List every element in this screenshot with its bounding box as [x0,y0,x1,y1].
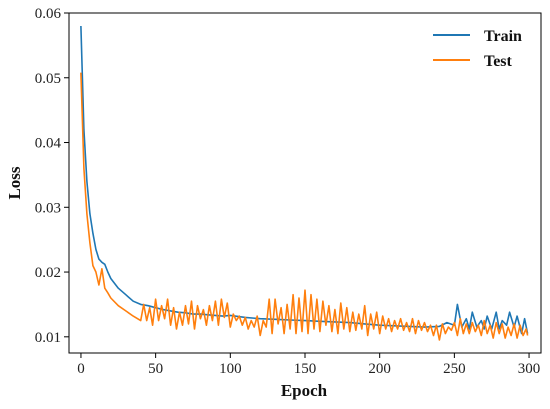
x-tick-label: 150 [294,361,317,377]
y-tick-label: 0.05 [35,71,61,87]
x-tick-label: 0 [77,361,85,377]
x-tick-label: 250 [443,361,466,377]
series-layer [80,25,529,341]
y-axis-ticks: 0.01 0.02 0.03 0.04 0.05 0.06 [35,6,69,346]
y-tick-label: 0.01 [35,330,61,346]
x-tick-label: 100 [219,361,242,377]
x-tick-label: 300 [518,361,541,377]
y-tick-label: 0.03 [35,200,61,216]
y-tick-label: 0.02 [35,265,61,281]
legend-label-test: Test [484,53,513,70]
x-tick-label: 50 [148,361,163,377]
y-axis-label: Loss [5,166,24,199]
y-tick-label: 0.06 [35,6,62,22]
plot-area-frame [68,12,542,354]
x-axis-label: Epoch [281,381,328,400]
y-tick-label: 0.04 [35,136,62,152]
legend-label-train: Train [484,28,522,45]
series-line-test [80,72,529,341]
legend: Train Test [433,28,522,70]
x-tick-label: 200 [368,361,391,377]
x-axis-ticks: 0 50 100 150 200 250 300 [77,353,540,377]
